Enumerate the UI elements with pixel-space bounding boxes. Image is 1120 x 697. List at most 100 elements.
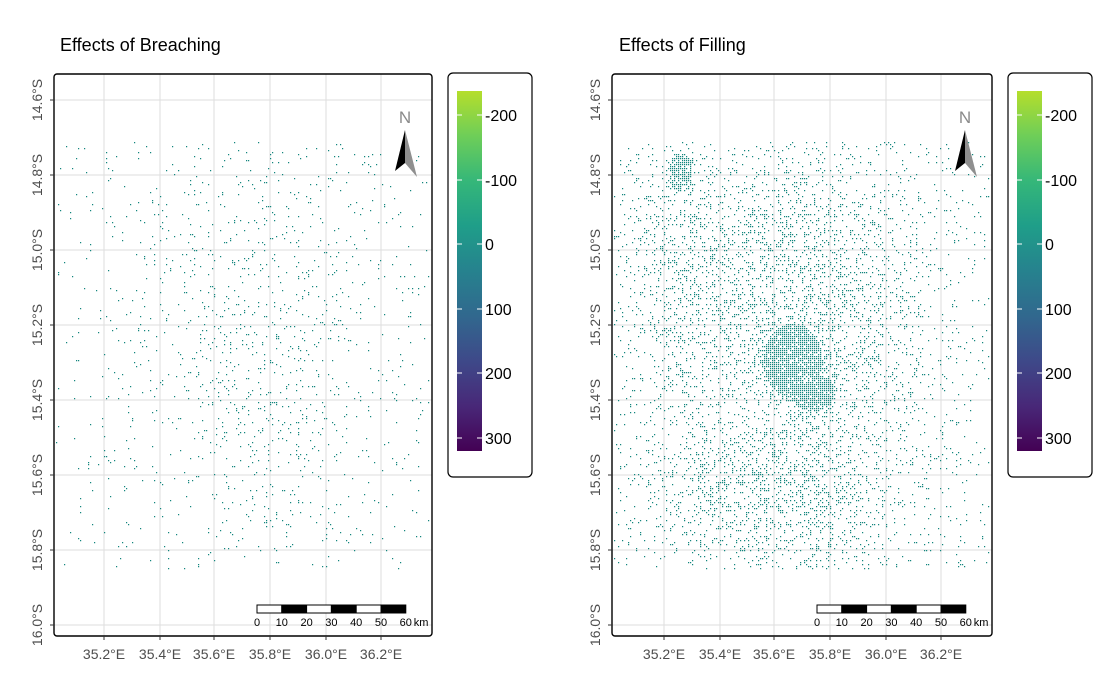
legend-colorbar bbox=[1017, 91, 1042, 451]
x-tick-label: 35.4°E bbox=[699, 646, 741, 662]
scale-unit-label: km bbox=[974, 617, 989, 629]
color-legend: -200 -100 0 100 200 300 bbox=[447, 72, 533, 478]
north-label: N bbox=[399, 108, 411, 127]
y-tick-label: 15.0°S bbox=[587, 229, 603, 271]
scale-tick-label: 0 bbox=[814, 617, 820, 629]
scale-tick-label: 10 bbox=[836, 617, 848, 629]
y-tick-label: 15.6°S bbox=[587, 454, 603, 496]
scale-tick-label: 30 bbox=[885, 617, 897, 629]
x-tick-label: 36.2°E bbox=[920, 646, 962, 662]
legend-tick-label: 0 bbox=[485, 237, 494, 254]
raster-cells bbox=[614, 142, 990, 570]
x-tick-label: 35.8°E bbox=[249, 646, 291, 662]
scale-tick-label: 40 bbox=[350, 617, 362, 629]
scale-segment bbox=[866, 604, 892, 614]
legend-tick-label: 300 bbox=[1045, 431, 1072, 448]
x-tick-label: 35.4°E bbox=[139, 646, 181, 662]
raster-pixels bbox=[56, 142, 430, 570]
legend-tick-label: 0 bbox=[1045, 237, 1054, 254]
scale-tick-label: 0 bbox=[254, 617, 260, 629]
y-tick-label: 15.2°S bbox=[587, 304, 603, 346]
raster-pixels bbox=[614, 142, 990, 570]
north-label: N bbox=[959, 108, 971, 127]
panel-filling: Effects of Filling 14.6°S 14.8°S 15.0°S 15.… bbox=[587, 35, 1093, 662]
y-tick-label: 14.8°S bbox=[29, 154, 45, 196]
scale-tick-label: 40 bbox=[910, 617, 922, 629]
x-tick-label: 36.0°E bbox=[865, 646, 907, 662]
scale-tick-label: 10 bbox=[276, 617, 288, 629]
north-arrow-right-icon bbox=[405, 130, 417, 177]
x-axis-ticks: 35.2°E 35.4°E 35.6°E 35.8°E 36.0°E 36.2°E bbox=[643, 636, 962, 662]
scale-segment bbox=[256, 604, 283, 614]
map-frame bbox=[53, 73, 433, 637]
legend-colorbar bbox=[457, 91, 482, 451]
panel-title: Effects of Breaching bbox=[60, 35, 221, 55]
scale-bar: 0 10 20 30 40 50 60 km bbox=[814, 604, 989, 629]
legend-tick-label: 300 bbox=[485, 431, 512, 448]
scale-segment bbox=[330, 604, 357, 614]
color-legend: -200 -100 0 100 200 300 bbox=[1007, 72, 1093, 478]
north-arrow: N bbox=[395, 108, 417, 177]
scale-segment bbox=[841, 604, 868, 614]
y-tick-label: 15.4°S bbox=[587, 379, 603, 421]
x-axis-ticks: 35.2°E 35.4°E 35.6°E 35.8°E 36.0°E 36.2°E bbox=[83, 636, 402, 662]
north-arrow-left-icon bbox=[955, 130, 965, 171]
x-tick-label: 35.6°E bbox=[753, 646, 795, 662]
y-tick-label: 15.2°S bbox=[29, 304, 45, 346]
y-tick-label: 16.0°S bbox=[29, 604, 45, 646]
x-tick-label: 36.0°E bbox=[305, 646, 347, 662]
scale-segment bbox=[306, 604, 332, 614]
scale-tick-label: 20 bbox=[860, 617, 872, 629]
scale-tick-label: 30 bbox=[325, 617, 337, 629]
scale-bar: 0 10 20 30 40 50 60 km bbox=[254, 604, 429, 629]
scale-tick-label: 60 bbox=[400, 617, 412, 629]
north-arrow: N bbox=[955, 108, 977, 177]
legend-tick-label: -100 bbox=[1045, 173, 1077, 190]
north-arrow-left-icon bbox=[395, 130, 405, 171]
scale-tick-label: 50 bbox=[935, 617, 947, 629]
y-tick-label: 14.6°S bbox=[587, 79, 603, 121]
y-tick-label: 15.8°S bbox=[29, 529, 45, 571]
y-axis-ticks: 14.6°S 14.8°S 15.0°S 15.2°S 15.4°S 15.6°S 15.8… bbox=[29, 79, 54, 646]
scale-segment bbox=[816, 604, 843, 614]
x-tick-label: 35.2°E bbox=[643, 646, 685, 662]
panel-breaching: Effects of Breaching 14.6°S14.8°S15.0°S1… bbox=[29, 35, 533, 662]
scale-segment bbox=[915, 604, 942, 614]
scale-unit-label: km bbox=[414, 617, 429, 629]
panel-title: Effects of Filling bbox=[619, 35, 746, 55]
y-tick-label: 16.0°S bbox=[587, 604, 603, 646]
x-tick-label: 35.2°E bbox=[83, 646, 125, 662]
x-tick-label: 36.2°E bbox=[360, 646, 402, 662]
scale-tick-label: 50 bbox=[375, 617, 387, 629]
north-arrow-right-icon bbox=[965, 130, 977, 177]
x-tick-label: 35.6°E bbox=[193, 646, 235, 662]
legend-tick-label: -100 bbox=[485, 173, 517, 190]
legend-ticks: -200 -100 0 100 200 300 bbox=[1017, 108, 1077, 448]
scale-segment bbox=[940, 604, 967, 614]
legend-tick-label: 100 bbox=[485, 302, 512, 319]
legend-tick-label: -200 bbox=[1045, 108, 1077, 125]
legend-ticks: -200 -100 0 100 200 300 bbox=[457, 108, 517, 448]
scale-segment bbox=[355, 604, 382, 614]
graticule bbox=[54, 74, 432, 636]
y-tick-label: 14.8°S bbox=[587, 154, 603, 196]
y-axis-ticks: 14.6°S 14.8°S 15.0°S 15.2°S 15.4°S 15.6°S 15.8… bbox=[587, 79, 612, 646]
scale-tick-label: 60 bbox=[960, 617, 972, 629]
legend-tick-label: 100 bbox=[1045, 302, 1072, 319]
scale-segment bbox=[890, 604, 917, 614]
x-tick-label: 35.8°E bbox=[809, 646, 851, 662]
y-tick-label: 15.6°S bbox=[29, 454, 45, 496]
scale-segment bbox=[281, 604, 308, 614]
y-tick-label: 15.8°S bbox=[587, 529, 603, 571]
scale-segment bbox=[380, 604, 407, 614]
y-tick-label: 15.4°S bbox=[29, 379, 45, 421]
legend-tick-label: 200 bbox=[1045, 366, 1072, 383]
raster-cells bbox=[56, 142, 430, 570]
legend-tick-label: 200 bbox=[485, 366, 512, 383]
y-tick-label: 15.0°S bbox=[29, 229, 45, 271]
y-tick-label: 14.6°S bbox=[29, 79, 45, 121]
map-frame bbox=[611, 73, 993, 637]
legend-tick-label: -200 bbox=[485, 108, 517, 125]
